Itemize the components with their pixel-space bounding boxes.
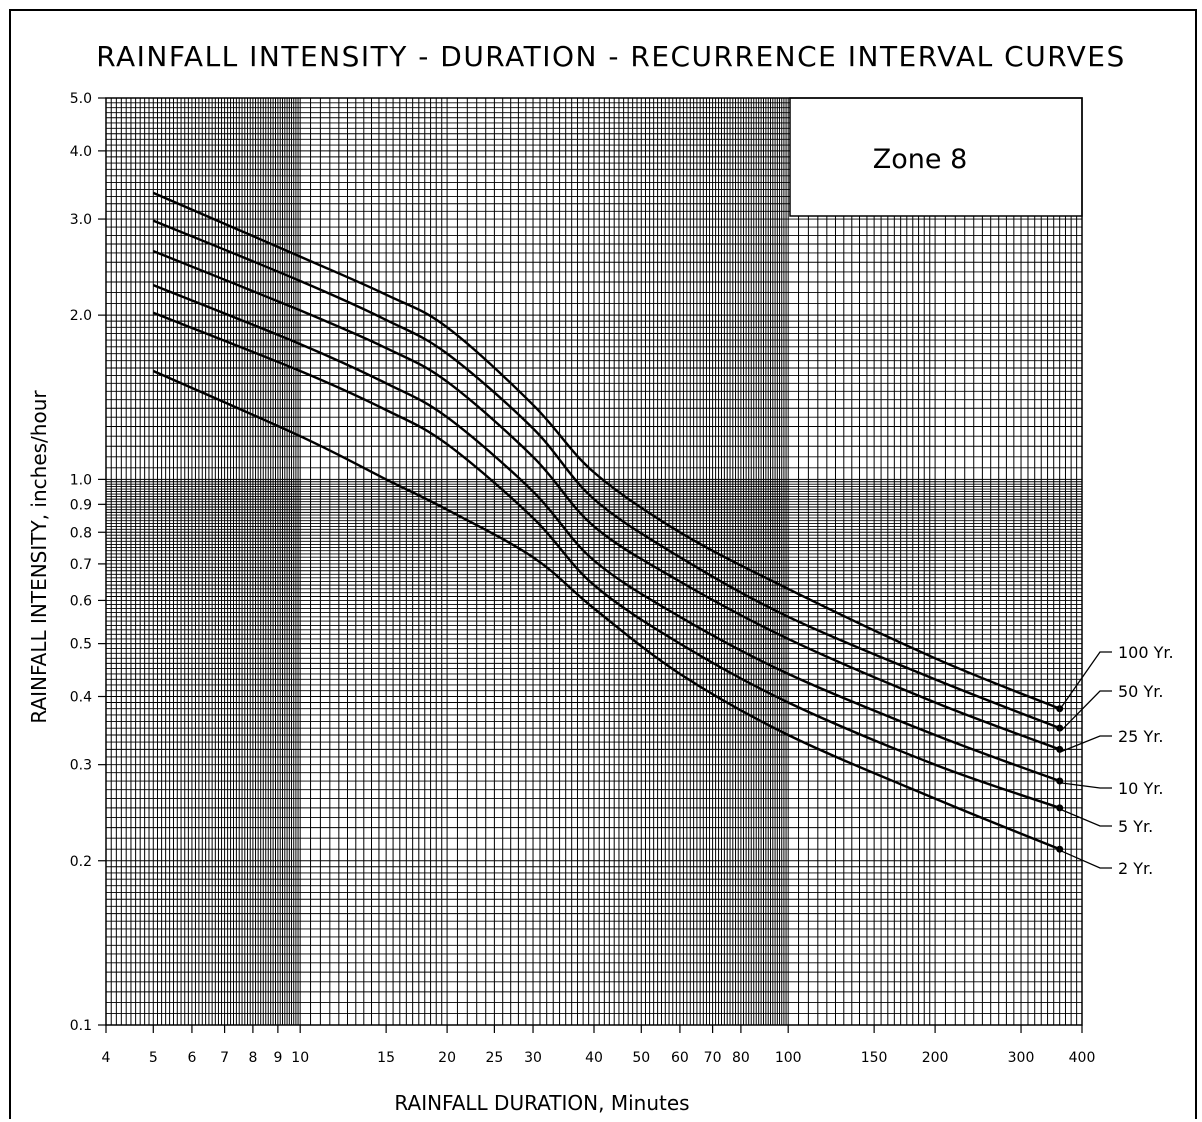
x-tick-label: 6 xyxy=(187,1050,196,1066)
y-tick-label: 3.0 xyxy=(70,212,92,228)
y-tick-label: 2.0 xyxy=(70,308,92,324)
y-tick-label: 0.1 xyxy=(70,1018,92,1034)
y-tick-label: 0.5 xyxy=(70,637,92,653)
x-tick-label: 40 xyxy=(585,1050,603,1066)
y-axis-label: RAINFALL INTENSITY, inches/hour xyxy=(27,390,51,724)
y-tick-label: 0.3 xyxy=(70,758,92,774)
x-tick-label: 7 xyxy=(220,1050,229,1066)
curve-label: 5 Yr. xyxy=(1118,817,1153,836)
curve-end-point xyxy=(1056,745,1064,753)
curve-2 xyxy=(152,219,1061,730)
x-tick-label: 100 xyxy=(775,1050,802,1066)
x-tick-label: 30 xyxy=(524,1050,542,1066)
x-tick-label: 50 xyxy=(632,1050,650,1066)
curve-5 xyxy=(152,311,1061,810)
x-tick-label: 25 xyxy=(485,1050,503,1066)
curve-label-leader xyxy=(1061,735,1112,753)
curve-end-point xyxy=(1056,777,1064,785)
curve-label-leader xyxy=(1061,782,1112,789)
legend-labels: 100 Yr. 50 Yr. 25 Yr. 10 Yr. 5 Yr. 2 Yr. xyxy=(1061,643,1174,878)
x-tick-label: 80 xyxy=(732,1050,750,1066)
curve-end-point xyxy=(1056,705,1064,713)
y-tick-label: 0.7 xyxy=(70,557,92,573)
curve-end-point xyxy=(1056,845,1064,853)
y-tick-label: 1.0 xyxy=(70,472,92,488)
curve-3 xyxy=(152,249,1061,751)
zone-label: Zone 8 xyxy=(873,144,968,175)
y-tick-label: 0.2 xyxy=(70,854,92,870)
x-axis-label: RAINFALL DURATION, Minutes xyxy=(394,1091,689,1115)
zone-box xyxy=(789,97,1083,217)
curve-6 xyxy=(152,369,1061,851)
y-tick-label: 0.9 xyxy=(70,497,92,513)
plot-grid xyxy=(105,97,1083,1026)
curves xyxy=(152,191,1064,853)
curve-label: 2 Yr. xyxy=(1118,859,1153,878)
x-tick-label: 200 xyxy=(922,1050,949,1066)
curve-label-leader xyxy=(1061,809,1112,827)
x-tick-label: 9 xyxy=(273,1050,282,1066)
y-tick-label: 0.6 xyxy=(70,593,92,609)
curve-label-leader xyxy=(1061,651,1112,708)
y-tick-label: 0.8 xyxy=(70,525,92,541)
y-tick-label: 4.0 xyxy=(70,144,92,160)
y-tick-label: 0.4 xyxy=(70,690,92,706)
curve-label: 25 Yr. xyxy=(1118,727,1163,746)
curve-end-point xyxy=(1056,804,1064,812)
x-tick-label: 20 xyxy=(438,1050,456,1066)
x-tick-label: 5 xyxy=(149,1050,158,1066)
chart-title: RAINFALL INTENSITY - DURATION - RECURREN… xyxy=(96,40,1126,73)
x-tick-label: 8 xyxy=(248,1050,257,1066)
x-tick-label: 10 xyxy=(291,1050,309,1066)
curve-label-leader xyxy=(1061,850,1112,869)
x-tick-labels: 4 5 6 7 8 9 10 15 20 25 30 40 50 60 70 80 100 150 200 300 40… xyxy=(102,1025,1096,1066)
curve-label: 50 Yr. xyxy=(1118,682,1163,701)
curve-4 xyxy=(152,283,1061,783)
chart-frame xyxy=(9,9,1197,1119)
curve-label: 10 Yr. xyxy=(1118,779,1163,798)
y-tick-labels: 0.1 0.2 0.3 0.4 0.5 0.6 0.7 0.8 0.9 1.0 2.0 3.0 4.0 5… xyxy=(70,91,106,1034)
y-tick-label: 5.0 xyxy=(70,91,92,107)
curve-label-leader xyxy=(1061,690,1112,731)
curve-label: 100 Yr. xyxy=(1118,643,1174,662)
x-tick-label: 60 xyxy=(671,1050,689,1066)
curve-end-point xyxy=(1056,724,1064,732)
x-tick-label: 15 xyxy=(377,1050,395,1066)
x-tick-label: 4 xyxy=(102,1050,111,1066)
x-tick-label: 150 xyxy=(861,1050,888,1066)
x-tick-label: 300 xyxy=(1008,1050,1035,1066)
curve-1 xyxy=(152,191,1061,710)
x-tick-label: 70 xyxy=(704,1050,722,1066)
x-tick-label: 400 xyxy=(1069,1050,1096,1066)
